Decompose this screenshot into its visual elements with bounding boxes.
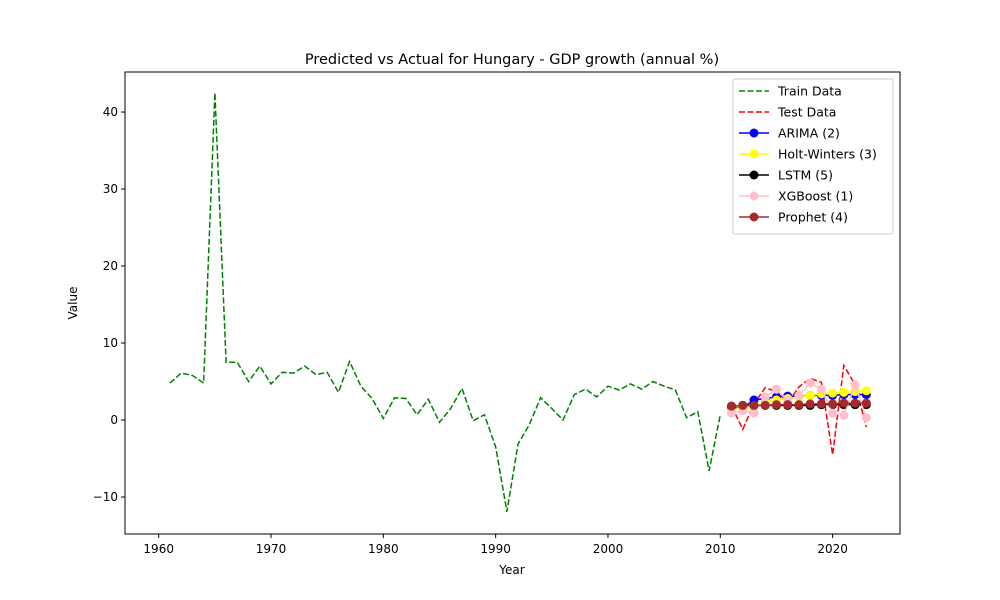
data-point-prophet-4: [861, 398, 871, 408]
x-tick-label: 2000: [593, 542, 624, 556]
x-axis-label: Year: [498, 563, 524, 577]
legend-marker-lstm-5: [749, 170, 759, 180]
series-prophet-4: [727, 398, 871, 411]
series-line-train-data: [169, 92, 722, 512]
y-tick-label: 30: [103, 182, 118, 196]
data-point-holt-winters-3: [861, 386, 871, 396]
legend-label-prophet-4: Prophet (4): [778, 210, 848, 225]
data-point-xgboost-1: [805, 378, 815, 388]
y-tick-label: 10: [103, 336, 118, 350]
y-axis: −10 0 10 20 30 40: [93, 105, 125, 504]
data-point-xgboost-1: [771, 384, 781, 394]
legend-marker-arima-2: [749, 128, 759, 138]
data-point-prophet-4: [805, 399, 815, 409]
data-point-xgboost-1: [727, 408, 737, 418]
data-point-xgboost-1: [816, 384, 826, 394]
data-point-xgboost-1: [828, 408, 838, 418]
legend: Train Data Test Data ARIMA (2) Holt-Winters…: [732, 78, 894, 235]
data-point-prophet-4: [828, 399, 838, 409]
data-point-xgboost-1: [850, 380, 860, 390]
y-tick-label: 20: [103, 259, 118, 273]
data-point-prophet-4: [771, 400, 781, 410]
data-point-prophet-4: [727, 401, 737, 411]
x-tick-label: 1990: [480, 542, 511, 556]
data-point-xgboost-1: [861, 413, 871, 423]
legend-marker-xgboost-1: [749, 191, 759, 201]
data-point-prophet-4: [816, 399, 826, 409]
data-point-prophet-4: [738, 400, 748, 410]
data-point-prophet-4: [850, 398, 860, 408]
legend-label-test-data: Test Data: [777, 105, 836, 120]
chart-title: Predicted vs Actual for Hungary - GDP gr…: [305, 52, 719, 68]
legend-marker-prophet-4: [749, 212, 759, 222]
data-point-holt-winters-3: [805, 390, 815, 400]
x-tick-label: 1960: [143, 542, 174, 556]
x-tick-label: 1980: [368, 542, 399, 556]
data-point-prophet-4: [839, 398, 849, 408]
data-point-xgboost-1: [839, 410, 849, 420]
legend-label-lstm-5: LSTM (5): [778, 168, 833, 183]
y-tick-label: −10: [93, 490, 118, 504]
y-tick-label: 40: [103, 105, 118, 119]
series-xgboost-1: [727, 378, 871, 423]
x-axis: 1960 1970 1980 1990 2000 2010 2020: [143, 534, 848, 556]
data-point-holt-winters-3: [828, 388, 838, 398]
plot-area: [169, 92, 871, 512]
data-point-prophet-4: [783, 400, 793, 410]
x-tick-label: 1970: [256, 542, 287, 556]
legend-label-xgboost-1: XGBoost (1): [778, 189, 853, 204]
data-point-xgboost-1: [749, 408, 759, 418]
legend-marker-holt-winters-3: [749, 149, 759, 159]
x-tick-label: 2010: [705, 542, 736, 556]
data-point-xgboost-1: [760, 392, 770, 402]
legend-label-arima-2: ARIMA (2): [778, 126, 840, 141]
legend-label-train-data: Train Data: [777, 84, 842, 99]
plot-frame: [124, 71, 901, 535]
y-axis-label: Value: [66, 287, 80, 320]
legend-box: [732, 78, 894, 235]
data-point-xgboost-1: [794, 390, 804, 400]
x-tick-label: 2020: [817, 542, 848, 556]
data-point-prophet-4: [760, 400, 770, 410]
legend-label-holt-winters-3: Holt-Winters (3): [778, 147, 877, 162]
series-train-data: [169, 92, 722, 512]
data-point-prophet-4: [794, 400, 804, 410]
y-tick-label: 0: [110, 413, 118, 427]
data-point-holt-winters-3: [839, 387, 849, 397]
data-point-prophet-4: [749, 400, 759, 410]
